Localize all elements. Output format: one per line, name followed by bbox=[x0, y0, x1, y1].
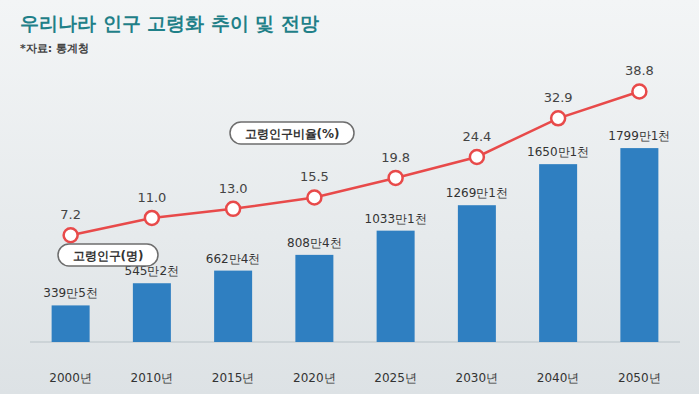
marker bbox=[145, 211, 159, 225]
marker bbox=[389, 171, 403, 185]
data-label: 11.0 bbox=[137, 190, 166, 205]
x-tick-label: 2020년 bbox=[293, 371, 336, 385]
bar bbox=[620, 148, 658, 342]
marker bbox=[551, 111, 565, 125]
page: {"chart_data": {"type": "bar", "title": … bbox=[0, 0, 699, 394]
x-tick-label: 2030년 bbox=[456, 371, 499, 385]
data-label: 339만5천 bbox=[43, 286, 98, 300]
data-label: 24.4 bbox=[462, 129, 491, 144]
marker bbox=[307, 190, 321, 204]
x-tick-label: 2040년 bbox=[537, 371, 580, 385]
data-label: 13.0 bbox=[219, 181, 248, 196]
marker bbox=[470, 150, 484, 164]
title: 우리나라 인구 고령화 추이 및 전망 bbox=[20, 12, 319, 34]
subtitle: *자료: 통계청 bbox=[20, 42, 89, 55]
bar bbox=[214, 271, 252, 342]
marker bbox=[64, 228, 78, 242]
data-label: 7.2 bbox=[60, 207, 81, 222]
line bbox=[71, 91, 640, 235]
x-tick-label: 2015년 bbox=[212, 371, 255, 385]
data-label: 808만4천 bbox=[287, 236, 342, 250]
bars bbox=[52, 148, 659, 342]
data-label: 15.5 bbox=[300, 169, 329, 184]
labels: 339만5천545만2천662만4천808만4천1033만1천1269만1천16… bbox=[43, 63, 670, 300]
data-label: 1269만1천 bbox=[446, 186, 508, 200]
x-tick-label: 2010년 bbox=[131, 371, 174, 385]
data-label: 1799만1천 bbox=[608, 129, 670, 143]
series-callout: 고령인구비율(%) bbox=[230, 122, 354, 144]
bar bbox=[52, 305, 90, 342]
bar bbox=[133, 283, 171, 342]
bar bbox=[377, 231, 415, 342]
marker bbox=[632, 84, 646, 98]
x-tick-label: 2050년 bbox=[618, 371, 661, 385]
data-label: 1033만1천 bbox=[365, 212, 427, 226]
x-tick-label: 2025년 bbox=[374, 371, 417, 385]
data-label: 1650만1천 bbox=[527, 145, 589, 159]
callout-box bbox=[230, 122, 354, 144]
x-tick-label: 2000년 bbox=[49, 371, 92, 385]
data-label: 19.8 bbox=[381, 150, 410, 165]
bar bbox=[295, 255, 333, 342]
baseline bbox=[30, 342, 680, 343]
data-label: 662만4천 bbox=[206, 252, 261, 266]
data-label: 38.8 bbox=[625, 63, 654, 78]
lines bbox=[64, 84, 647, 242]
bar bbox=[458, 205, 496, 342]
series-name: 고령인구비율(%) bbox=[245, 127, 340, 141]
callout-box bbox=[58, 244, 158, 266]
chart: 우리나라 인구 고령화 추이 및 전망*자료: 통계청339만5천545만2천6… bbox=[0, 0, 699, 394]
marker bbox=[226, 202, 240, 216]
bar bbox=[539, 164, 577, 342]
series-callout: 고령인구(명) bbox=[58, 244, 158, 266]
data-label: 32.9 bbox=[544, 90, 573, 105]
series-name: 고령인구(명) bbox=[73, 249, 144, 263]
